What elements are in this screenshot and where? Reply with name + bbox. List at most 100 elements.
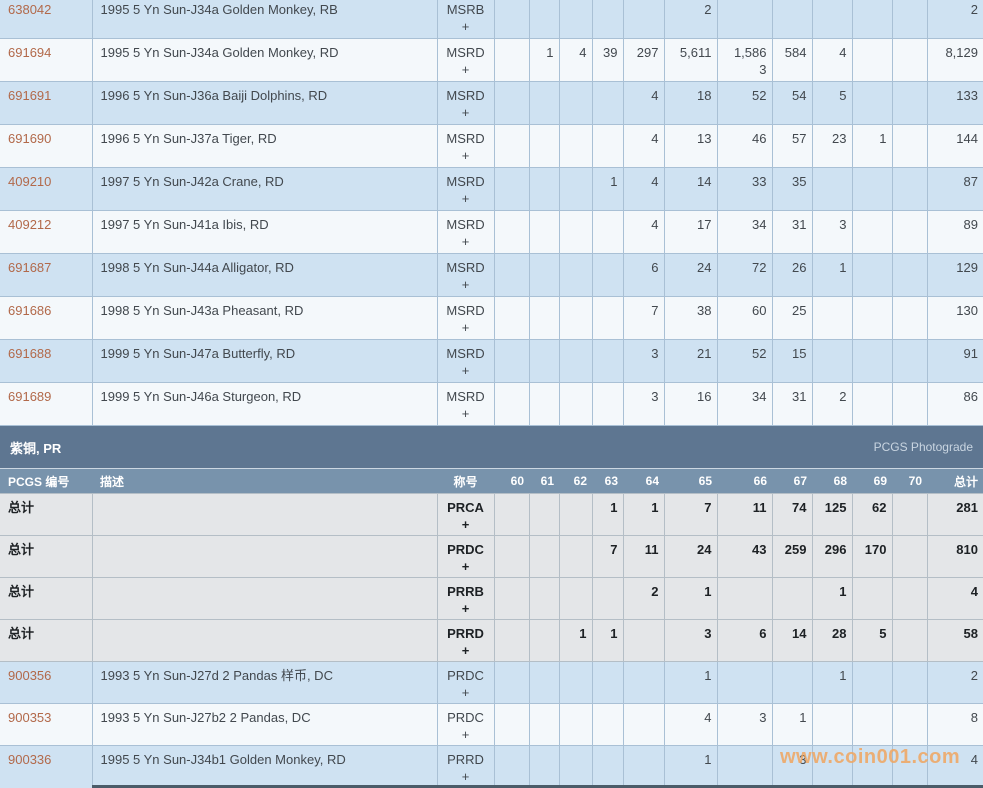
grade-67-cell: 14: [771, 619, 813, 662]
grade-68-cell: 4: [811, 38, 853, 82]
designation-plus: +: [461, 601, 470, 616]
grade-plus-count: 3: [759, 62, 767, 77]
grade-67-cell: [771, 661, 813, 704]
grade-count: 1,586: [733, 45, 767, 60]
grade-69-cell: [851, 703, 893, 746]
grade-plus-count: [530, 233, 558, 250]
pcgs-number-link[interactable]: 691691: [8, 88, 52, 103]
grade-plus-count: [593, 642, 622, 659]
grade-69-cell: [851, 253, 893, 297]
pcgs-number-link[interactable]: 409210: [8, 174, 52, 189]
grade-plus-count: [560, 516, 591, 533]
pcgs-number-link[interactable]: 900353: [8, 710, 52, 725]
grade-count: [495, 341, 528, 363]
grade-plus-count: [718, 276, 771, 293]
grade-60-cell: [493, 745, 530, 788]
grade-count: [530, 0, 558, 18]
designation-cell: MSRD +: [436, 253, 495, 297]
grade-plus-count: [593, 190, 622, 207]
grade-count: [530, 255, 558, 277]
grade-plus-count: [495, 768, 528, 785]
pcgs-number-link[interactable]: 900356: [8, 668, 52, 683]
description-text: 1995 5 Yn Sun-J34a Golden Monkey, RB: [100, 2, 338, 17]
grade-62-cell: [558, 493, 593, 536]
grade-plus-count: [560, 147, 591, 164]
grade-count: [813, 705, 851, 727]
total-plus-count: [928, 276, 983, 293]
pcgs-number-link[interactable]: 691689: [8, 389, 52, 404]
designation-plus: +: [461, 19, 470, 34]
pcgs-number-link[interactable]: 691687: [8, 260, 52, 275]
pcgs-number-link[interactable]: 638042: [8, 2, 52, 17]
grade-61-cell: [528, 535, 560, 578]
grade-count: 1: [879, 131, 887, 146]
grade-plus-count: [495, 362, 528, 379]
grade-60-cell: [493, 661, 530, 704]
pcgs-number-link[interactable]: 691690: [8, 131, 52, 146]
grade-count: 4: [704, 710, 712, 725]
grade-plus-count: [813, 233, 851, 250]
table-row: 总计 PRRB +2 1 1 4: [0, 577, 983, 620]
grade-count: [893, 298, 926, 320]
total-cell: 281: [926, 493, 983, 536]
grade-count: 17: [697, 217, 712, 232]
column-header-总计: 总计: [927, 468, 983, 494]
total-cell: 58: [926, 619, 983, 662]
grade-65-cell: 1: [663, 577, 718, 620]
grade-plus-count: [495, 405, 528, 422]
grade-69-cell: 1: [851, 124, 893, 168]
grade-count: 57: [792, 131, 807, 146]
grade-60-cell: [493, 296, 530, 340]
grade-count: [718, 0, 771, 18]
grade-67-cell: 584: [771, 38, 813, 82]
description-text: 1998 5 Yn Sun-J43a Pheasant, RD: [100, 303, 304, 318]
grade-count: [893, 341, 926, 363]
grade-count: 7: [704, 500, 712, 515]
grade-count: [893, 169, 926, 191]
table-row: 691691 1996 5 Yn Sun-J36a Baiji Dolphins,…: [0, 81, 983, 125]
grade-plus-count: [853, 642, 891, 659]
total-cell: 8: [926, 703, 983, 746]
pcgs-number: 691690: [8, 126, 91, 148]
grade-count: [624, 621, 663, 643]
pcgs-number-cell: 409210: [0, 167, 93, 211]
grade-count: [718, 663, 771, 685]
pcgs-number-link[interactable]: 900336: [8, 752, 52, 767]
grade-plus-count: [893, 516, 926, 533]
grade-plus-count: [624, 233, 663, 250]
pcgs-number-link[interactable]: 691688: [8, 346, 52, 361]
grade-count: 15: [792, 346, 807, 361]
grade-count: 34: [752, 217, 767, 232]
grade-count: [893, 705, 926, 727]
description-text: 1995 5 Yn Sun-J34b1 Golden Monkey, RD: [100, 752, 346, 767]
grade-67-cell: 35: [771, 167, 813, 211]
description-text: [101, 537, 437, 559]
grade-count: 3: [759, 710, 767, 725]
grade-68-cell: [811, 0, 853, 39]
grade-count: [530, 212, 558, 234]
grade-plus-count: [560, 61, 591, 78]
grade-61-cell: [528, 661, 560, 704]
grade-count: [530, 747, 558, 769]
grade-plus-count: [773, 642, 811, 659]
grade-plus-count: [665, 558, 716, 575]
designation-code: PRRD: [447, 752, 484, 767]
grade-plus-count: [813, 190, 851, 207]
total-cell: 86: [926, 382, 983, 426]
grade-plus-count: [813, 600, 851, 617]
table-row: 409210 1997 5 Yn Sun-J42a Crane, RD MSRD +1…: [0, 167, 983, 211]
grade-63-cell: [591, 703, 624, 746]
pcgs-number-link[interactable]: 691694: [8, 45, 52, 60]
designation-plus: +: [461, 769, 470, 784]
grade-68-cell: 5: [811, 81, 853, 125]
photograde-label[interactable]: PCGS Photograde: [873, 440, 973, 454]
grade-plus-count: [665, 405, 716, 422]
grade-count: [853, 341, 891, 363]
pcgs-number-link[interactable]: 409212: [8, 217, 52, 232]
grade-count: 54: [792, 88, 807, 103]
grade-count: [495, 126, 528, 148]
grade-64-cell: 297: [622, 38, 665, 82]
grade-plus-count: [665, 600, 716, 617]
grade-66-cell: 3: [716, 703, 773, 746]
pcgs-number-link[interactable]: 691686: [8, 303, 52, 318]
